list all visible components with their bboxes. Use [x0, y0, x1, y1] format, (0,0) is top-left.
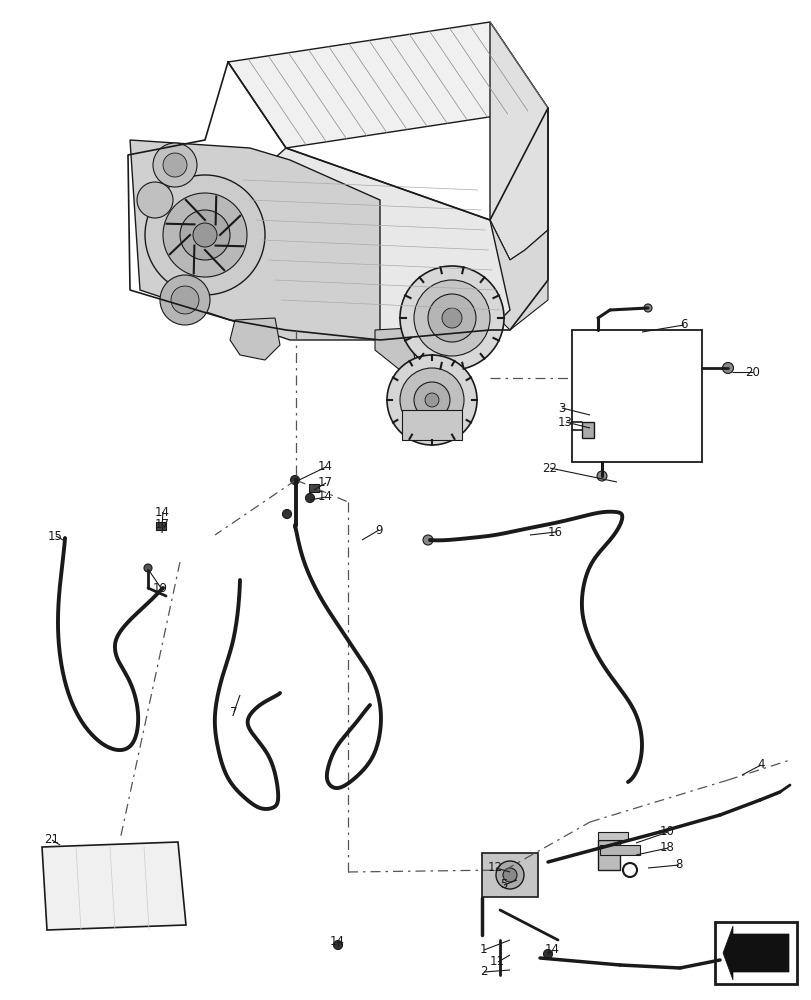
Circle shape [427, 294, 475, 342]
Circle shape [502, 868, 517, 882]
Circle shape [414, 382, 449, 418]
Circle shape [290, 476, 299, 485]
Circle shape [145, 175, 264, 295]
Polygon shape [489, 22, 547, 260]
Text: 17: 17 [318, 477, 333, 489]
Circle shape [305, 493, 314, 502]
Bar [401, 410, 461, 440]
Circle shape [496, 861, 523, 889]
Bar [581, 422, 594, 438]
Text: 20: 20 [744, 365, 759, 378]
Circle shape [137, 182, 173, 218]
Circle shape [180, 210, 230, 260]
Text: 14: 14 [318, 460, 333, 474]
Text: 6: 6 [679, 318, 687, 332]
Polygon shape [375, 328, 414, 370]
Polygon shape [722, 926, 788, 980]
Circle shape [714, 955, 724, 965]
Bar [482, 853, 538, 897]
Text: 7: 7 [230, 706, 237, 718]
Circle shape [643, 304, 651, 312]
Text: 18: 18 [659, 841, 674, 854]
Circle shape [282, 510, 291, 518]
Text: 13: 13 [557, 416, 573, 428]
Polygon shape [42, 842, 186, 930]
Text: 11: 11 [489, 955, 504, 968]
Circle shape [423, 535, 432, 545]
Polygon shape [228, 148, 509, 340]
Bar [156, 522, 165, 530]
Bar [597, 832, 627, 840]
Circle shape [152, 143, 197, 187]
Bar [714, 922, 796, 984]
Text: 19: 19 [152, 582, 168, 594]
Text: 14: 14 [155, 506, 169, 518]
Circle shape [400, 368, 463, 432]
Text: 14: 14 [544, 943, 560, 956]
Polygon shape [230, 318, 280, 360]
Polygon shape [597, 840, 620, 870]
Circle shape [596, 471, 607, 481]
Text: 17: 17 [155, 518, 169, 532]
Circle shape [333, 940, 342, 949]
Circle shape [722, 362, 732, 373]
Text: 16: 16 [547, 526, 562, 538]
Text: 14: 14 [318, 490, 333, 504]
Text: 9: 9 [375, 524, 382, 536]
Circle shape [163, 153, 187, 177]
Text: 22: 22 [541, 462, 556, 475]
Circle shape [193, 223, 217, 247]
Text: 14: 14 [329, 935, 345, 948]
Bar [599, 845, 639, 855]
Circle shape [441, 308, 461, 328]
Circle shape [543, 949, 551, 958]
Circle shape [163, 193, 247, 277]
Polygon shape [228, 22, 547, 148]
Text: 3: 3 [557, 401, 564, 414]
Text: 10: 10 [659, 825, 674, 838]
Circle shape [400, 266, 504, 370]
Polygon shape [130, 140, 380, 340]
Text: 2: 2 [479, 965, 487, 978]
Circle shape [171, 286, 199, 314]
Circle shape [387, 355, 476, 445]
Text: 8: 8 [674, 858, 681, 871]
Polygon shape [489, 220, 547, 330]
Text: 1: 1 [479, 943, 487, 956]
Text: 21: 21 [44, 833, 59, 846]
Text: 15: 15 [48, 530, 62, 542]
Circle shape [424, 393, 439, 407]
Bar [309, 484, 319, 492]
Text: 4: 4 [756, 758, 764, 772]
Circle shape [414, 280, 489, 356]
Text: 5: 5 [500, 878, 507, 892]
Circle shape [144, 564, 152, 572]
Text: 12: 12 [487, 861, 502, 874]
Circle shape [160, 275, 210, 325]
